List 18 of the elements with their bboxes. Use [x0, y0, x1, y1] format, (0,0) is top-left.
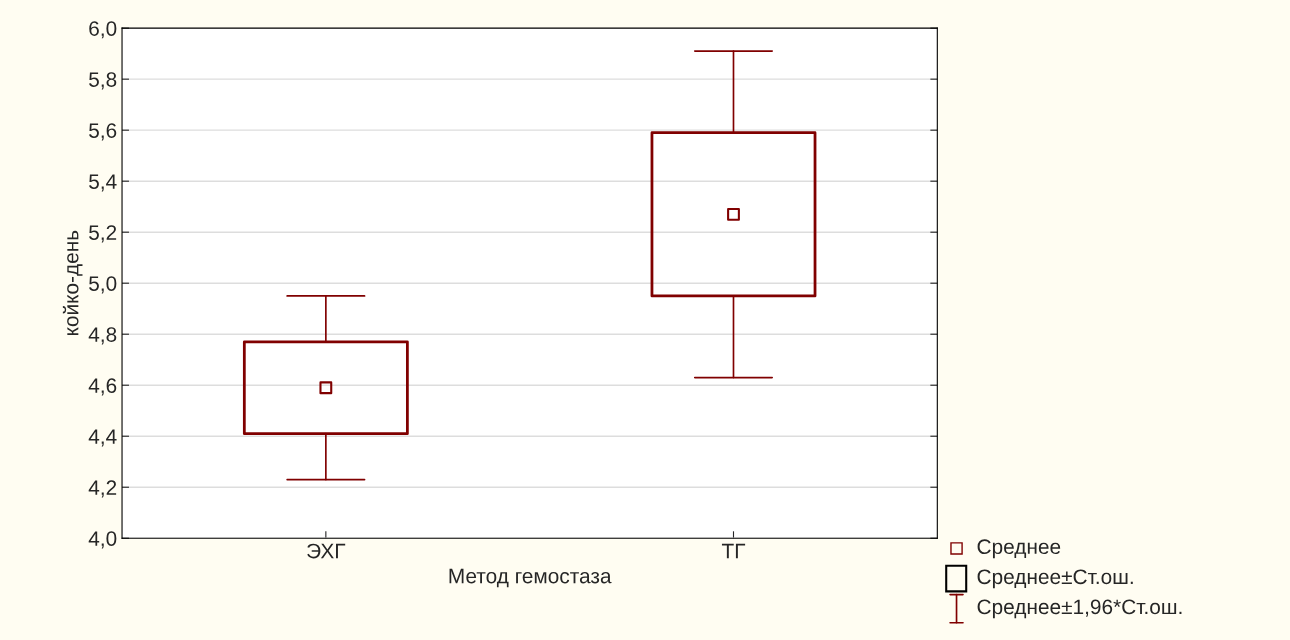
y-tick-label: 4,4 [88, 429, 117, 447]
y-tick-label: 5,2 [89, 225, 117, 243]
text: Среднее±1,96*Ст.ош. [977, 599, 1182, 619]
y-tick-label: 4,0 [88, 531, 117, 549]
y-tick-label: 5,0 [89, 276, 117, 294]
y-tick-label: 4,2 [88, 480, 117, 498]
y-tick-label: 4,8 [88, 327, 117, 345]
y-tick-label: 6,0 [89, 21, 117, 39]
x-tick-label: ЭХГ [307, 543, 346, 559]
text: Среднее [977, 539, 1061, 559]
x-tick-label: ТГ [721, 543, 746, 559]
x-axis-title: Метод гемостаза [449, 568, 612, 588]
y-tick-label: 4,6 [88, 378, 117, 396]
y-axis-title: койко-день [62, 230, 83, 336]
y-tick-label: 5,8 [89, 72, 117, 90]
y-tick-label: 5,4 [89, 174, 117, 192]
y-tick-label: 5,6 [89, 123, 117, 141]
text: Среднее±Ст.ош. [977, 569, 1133, 589]
